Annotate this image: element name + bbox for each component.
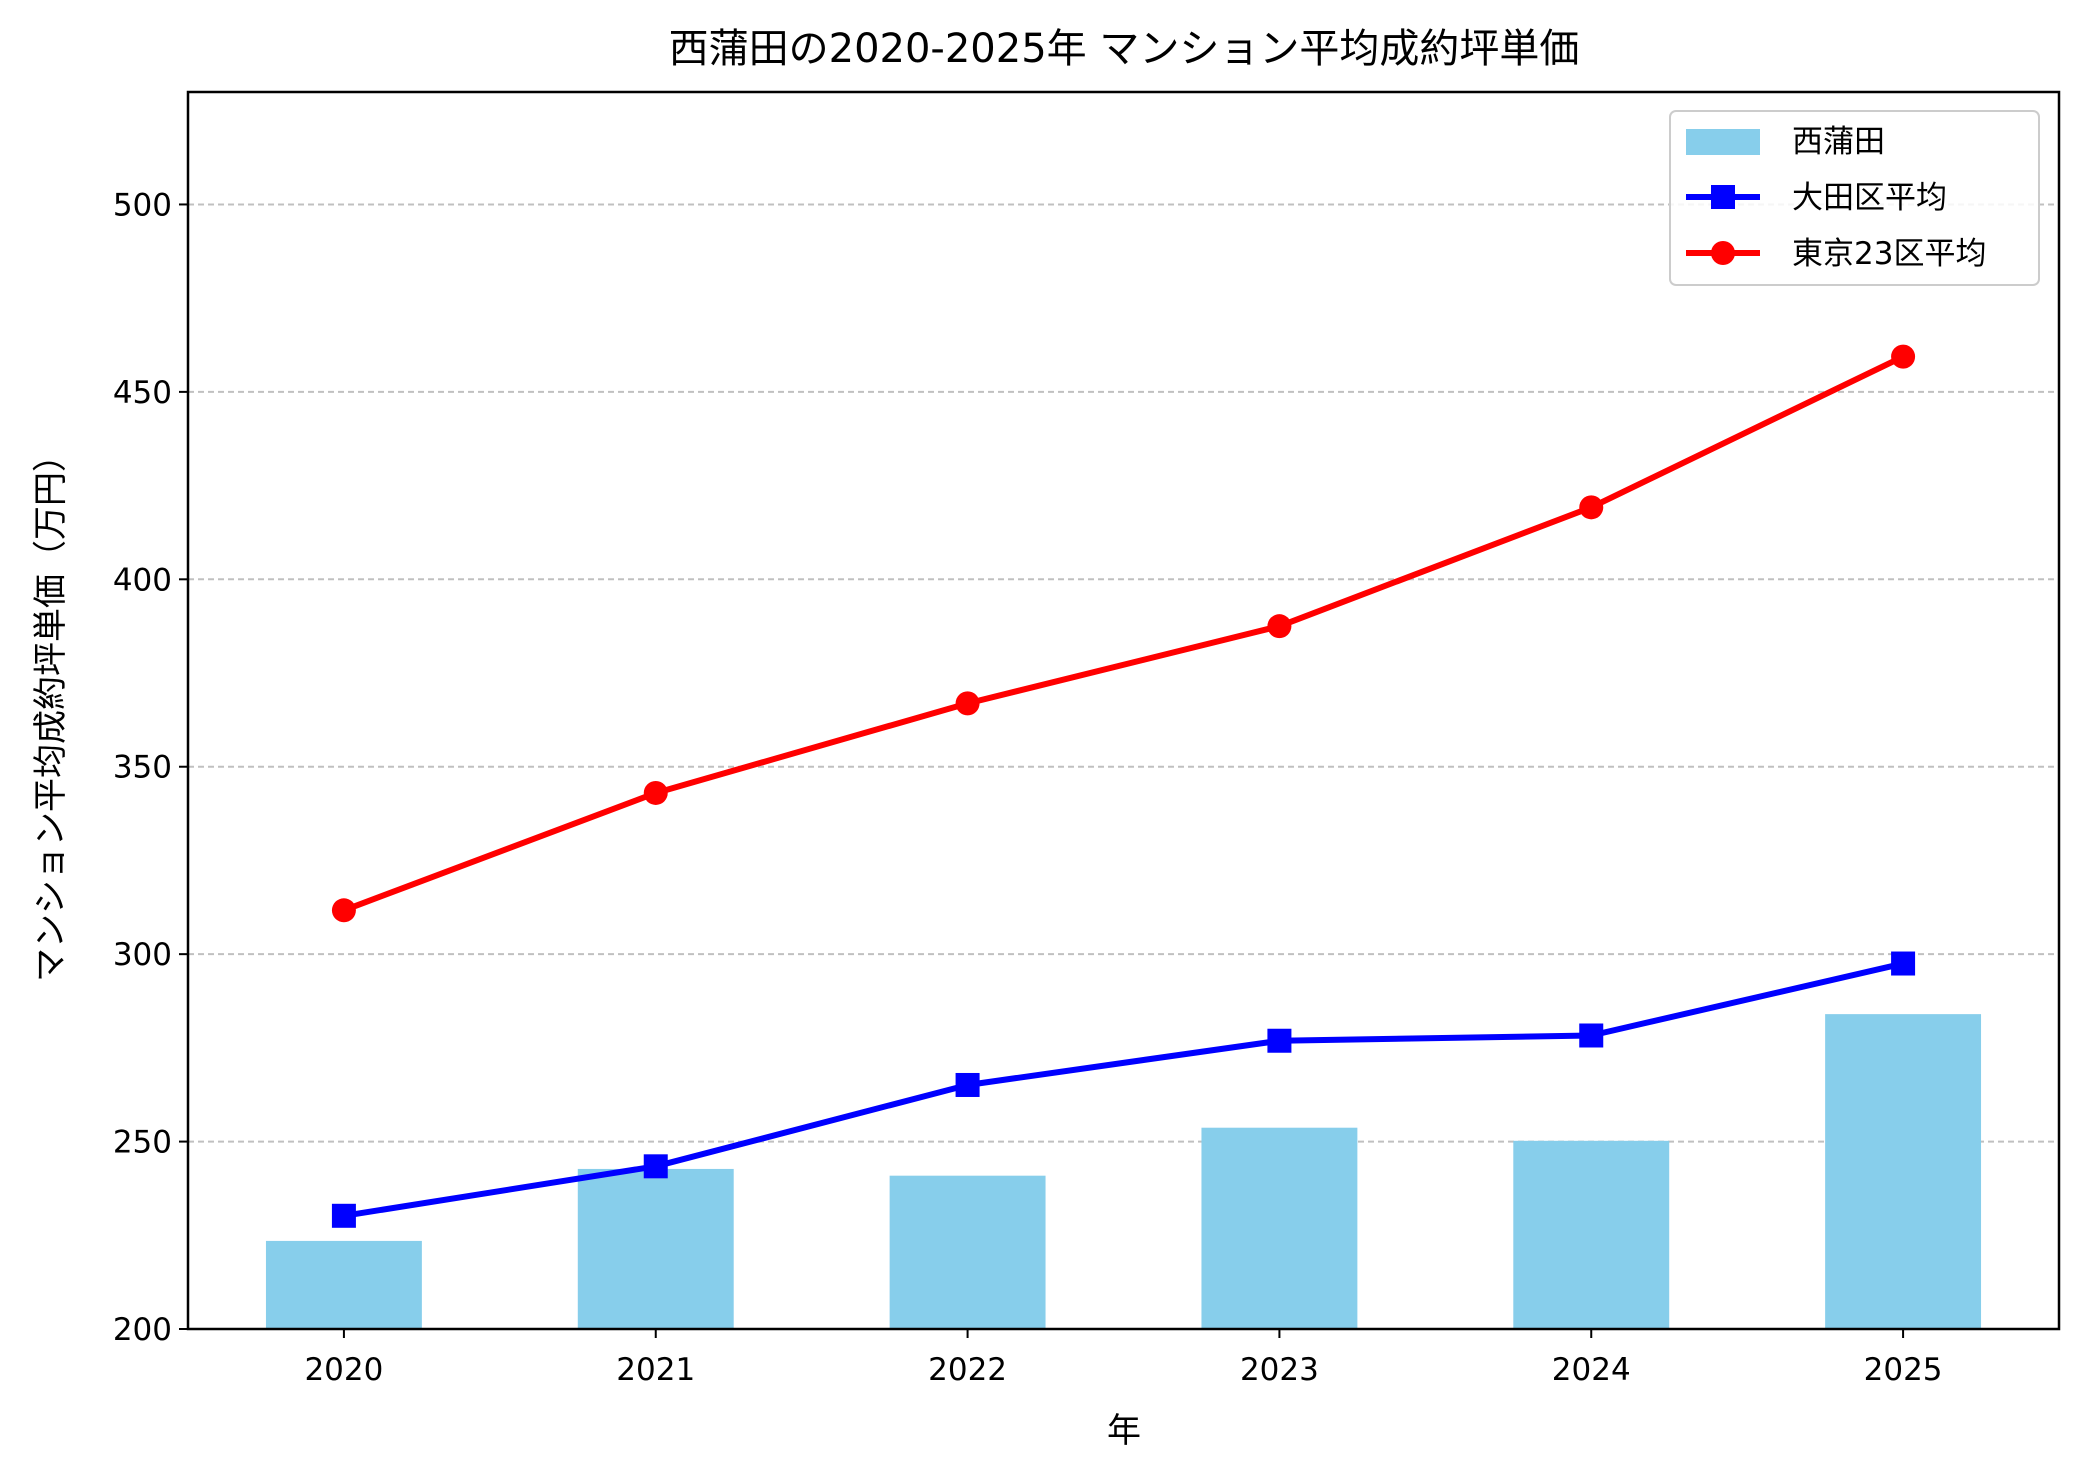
square-marker [1711, 185, 1735, 209]
x-tick-label: 2025 [1864, 1352, 1943, 1388]
bar [1513, 1140, 1670, 1329]
square-marker [1579, 1023, 1604, 1048]
chart-title: 西蒲田の2020-2025年 マンション平均成約坪単価 [669, 26, 1580, 72]
y-tick-label: 400 [113, 562, 172, 598]
legend-label: 西蒲田 [1792, 124, 1885, 160]
circle-marker [1711, 241, 1735, 265]
bar [1825, 1014, 1982, 1329]
y-tick-label: 450 [113, 375, 172, 411]
legend-label: 東京23区平均 [1792, 236, 1986, 272]
circle-marker [1891, 344, 1916, 369]
legend-box [1669, 110, 2040, 286]
plot-frame [186, 90, 2061, 1331]
y-tick-label: 200 [113, 1312, 172, 1348]
bar [577, 1168, 734, 1329]
y-tick-label: 500 [113, 187, 172, 223]
x-tick-label: 2022 [928, 1352, 1007, 1388]
bar [265, 1240, 422, 1329]
legend-label: 大田区平均 [1792, 180, 1947, 216]
square-marker [1891, 951, 1916, 976]
x-tick-label: 2021 [616, 1352, 695, 1388]
square-marker [643, 1154, 668, 1179]
y-tick-label: 350 [113, 750, 172, 786]
legend-swatch-bar [1686, 129, 1760, 155]
y-axis-label: マンション平均成約坪単価（万円） [31, 438, 71, 982]
square-marker [1267, 1028, 1292, 1053]
square-marker [331, 1203, 356, 1228]
circle-marker [1579, 495, 1604, 520]
y-tick-label: 300 [113, 937, 172, 973]
x-tick-label: 2024 [1552, 1352, 1631, 1388]
bar [889, 1175, 1046, 1329]
y-tick-label: 250 [113, 1125, 172, 1161]
circle-marker [1267, 614, 1292, 639]
x-tick-label: 2023 [1240, 1352, 1319, 1388]
circle-marker [955, 691, 980, 716]
x-tick-label: 2020 [304, 1352, 383, 1388]
series-line [342, 353, 1905, 914]
bar [1201, 1127, 1358, 1329]
series-line [343, 960, 1904, 1219]
circle-marker [331, 898, 356, 923]
x-axis-label: 年 [1107, 1411, 1141, 1451]
circle-marker [643, 780, 668, 805]
square-marker [955, 1072, 980, 1097]
